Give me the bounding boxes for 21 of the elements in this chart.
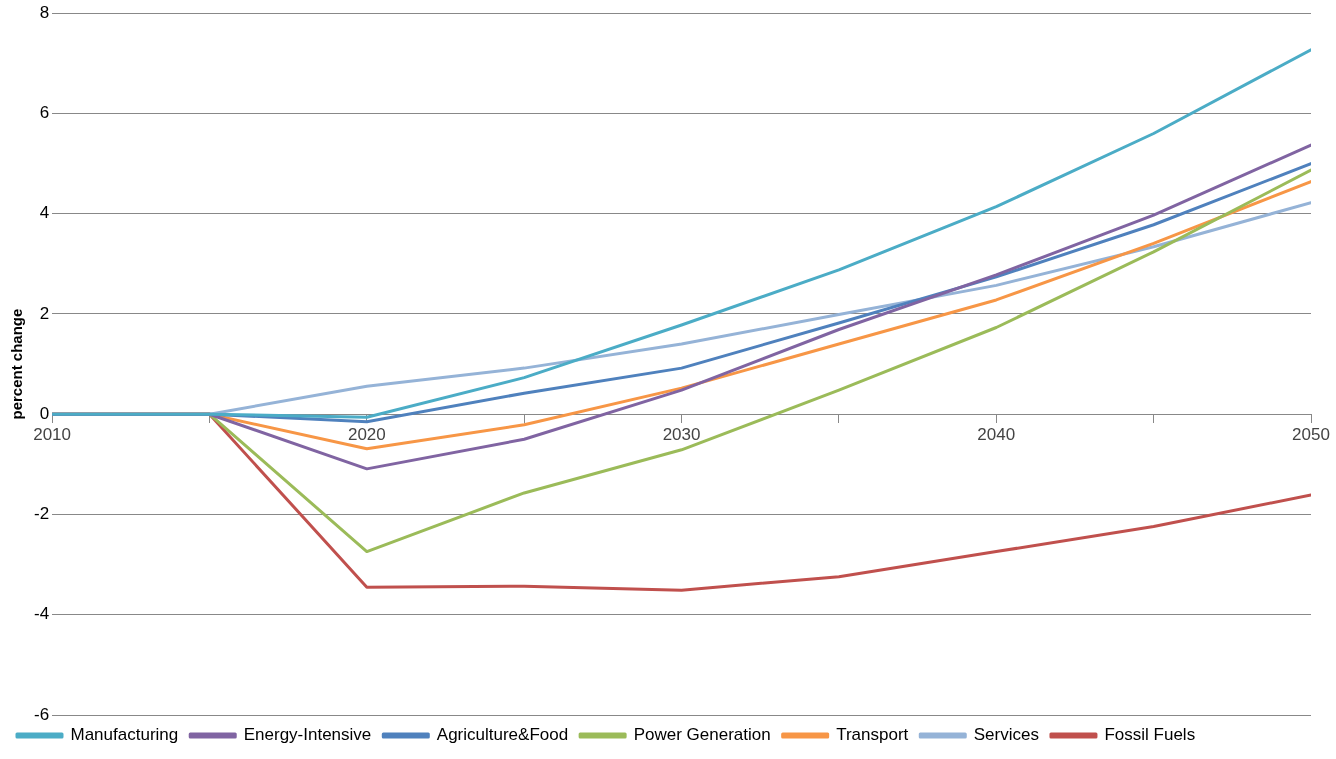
x-tick-label: 2050 bbox=[1292, 425, 1330, 445]
y-tick-label: 8 bbox=[39, 2, 50, 22]
y-tick-label: 4 bbox=[39, 203, 50, 223]
y-axis-title: percent change bbox=[8, 308, 26, 420]
x-tick-label: 2010 bbox=[33, 425, 72, 445]
legend-label: Manufacturing bbox=[70, 725, 179, 745]
x-tick-label: 2020 bbox=[347, 425, 386, 445]
y-tick-label: 2 bbox=[39, 303, 50, 323]
y-tick-label: -2 bbox=[33, 504, 50, 524]
legend-label: Agriculture&Food bbox=[436, 725, 569, 745]
legend-label: Fossil Fuels bbox=[1104, 725, 1196, 745]
x-tick-label: 2030 bbox=[662, 425, 701, 445]
y-tick-label: 0 bbox=[39, 403, 50, 423]
y-tick-label: -6 bbox=[33, 704, 50, 724]
legend-label: Power Generation bbox=[633, 725, 771, 745]
legend-label: Energy-Intensive bbox=[243, 725, 372, 745]
x-tick-label: 2040 bbox=[977, 425, 1016, 445]
legend-label: Transport bbox=[836, 725, 909, 745]
legend-label: Services bbox=[973, 725, 1039, 745]
y-tick-label: 6 bbox=[39, 103, 50, 123]
y-tick-label: -4 bbox=[33, 604, 50, 624]
